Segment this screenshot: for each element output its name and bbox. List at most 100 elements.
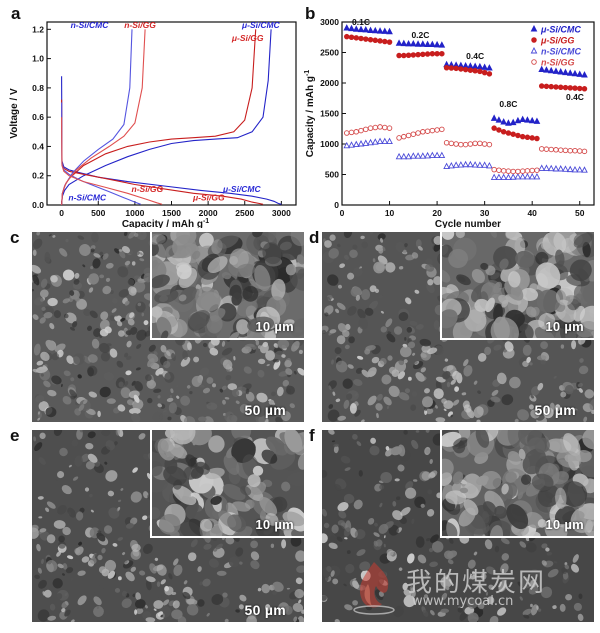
sem-grain [559,603,566,612]
data-point-b-3 [420,129,426,135]
sem-grain [298,349,303,354]
data-point-b-2 [519,172,527,180]
sem-grain [75,297,80,302]
sem-grain [440,576,452,588]
sem-grain [359,561,371,571]
sem-grain [158,374,163,377]
sem-grain [221,347,233,356]
sem-grain [275,416,283,422]
data-point-b-1 [424,51,431,57]
sem-grain [262,242,282,265]
sem-grain [536,355,547,361]
data-point-b-3 [453,141,459,147]
sem-grain [89,557,97,565]
x-axis-label-b: Cycle number [435,219,501,228]
sem-grain [333,443,340,448]
sem-grain [239,594,247,602]
sem-grain [452,319,473,338]
data-point-b-2 [566,165,574,173]
sem-grain [162,599,170,606]
sem-grain [353,499,363,510]
sem-grain [271,278,286,301]
sem-grain [70,377,75,382]
sem-grain [82,355,91,364]
sem-grain [375,539,383,547]
sem-grain [96,605,100,609]
sem-grain [72,476,79,481]
sem-grain [56,593,63,600]
sem-grain [535,251,549,265]
sem-grain [40,278,48,288]
data-point-b-3 [415,130,421,136]
sem-grain [164,585,170,592]
sem-grain [329,535,338,545]
sem-grain [245,391,255,402]
sem-grain [584,389,594,399]
sem-grain [102,285,112,295]
data-point-b-3 [467,141,474,147]
sem-grain [501,553,510,561]
data-point-b-1 [481,69,488,76]
sem-grain [199,518,213,532]
sem-grain [355,294,361,301]
data-point-b-2 [533,172,541,180]
sem-grain [373,261,385,274]
sem-grain [132,467,138,473]
sem-grain [186,604,199,616]
sem-grain [69,389,78,398]
sem-grain [40,373,44,377]
sem-grain [270,408,277,415]
sem-grain [522,448,547,475]
sem-grain [187,552,197,562]
rate-capability-chart: 0 10 20 30 40 50050010001500200025003000Cycle… [304,17,595,228]
sem-grain [414,289,420,294]
sem-grain [54,343,66,353]
sem-grain [338,284,342,289]
sem-grain [531,604,538,616]
sem-grain [515,388,520,391]
sem-grain [157,403,162,408]
data-point-b-3 [424,128,431,134]
sem-grain [243,366,252,374]
rate-annotation-b: 0.4C [466,51,484,61]
sem-grain [397,444,406,457]
data-point-b-0 [476,62,484,70]
series-line-a-5 [61,29,133,206]
data-point-b-0 [414,40,422,47]
sem-grain [528,404,534,410]
sem-grain [443,408,447,412]
sem-grain [281,539,287,549]
sem-grain [45,339,56,351]
sem-grain [85,442,94,450]
sem-grain [422,609,429,617]
data-point-b-3 [491,166,497,173]
sem-grain [130,517,138,525]
sem-grain [188,309,210,331]
sem-grain [376,393,383,401]
sem-grain [331,440,336,443]
sem-grain [520,474,532,485]
sem-grain [250,560,260,570]
sem-grain [257,345,262,349]
sem-grain [152,255,167,280]
sem-grain [135,592,141,601]
sem-grain [282,379,289,387]
sem-grain [542,232,567,256]
sem-grain [425,572,430,577]
sem-grain [490,396,501,403]
sem-grain [38,457,46,465]
data-point-b-1 [467,67,474,73]
data-point-b-3 [363,126,369,133]
data-point-b-1 [519,133,526,140]
sem-grain [412,352,416,356]
sem-grain [74,272,80,279]
sem-grain [124,560,128,564]
sem-grain [273,360,281,370]
sem-grain [380,326,387,333]
sem-grain [403,249,407,254]
sem-grain [356,549,366,557]
data-point-b-1 [496,127,502,133]
sem-grain [328,430,335,435]
legend-marker-b-3 [531,59,537,65]
data-point-b-1 [581,86,588,92]
